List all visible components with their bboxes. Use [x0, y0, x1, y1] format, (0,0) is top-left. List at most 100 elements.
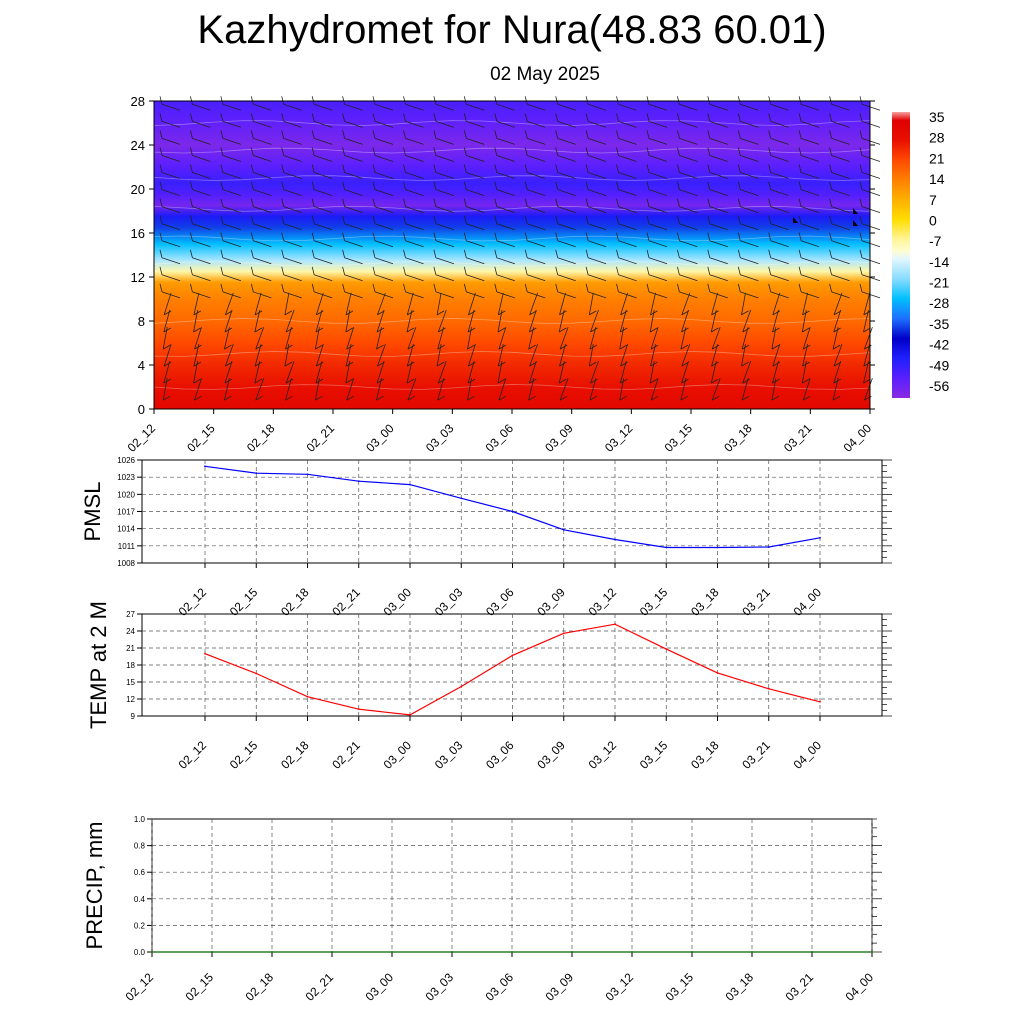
- wind-barb: [161, 291, 181, 299]
- wind-barb: [194, 326, 202, 350]
- wind-barb-feather: [737, 283, 741, 292]
- wind-barb: [344, 257, 363, 265]
- wind-barb: [681, 343, 691, 367]
- wind-barb: [161, 274, 181, 282]
- wind-barb-feather: [646, 147, 650, 156]
- wind-barb-feather: [585, 232, 589, 241]
- data-point: [631, 951, 633, 953]
- wind-barb-feather: [342, 232, 345, 241]
- wind-barb: [222, 291, 242, 299]
- wind-barb-feather: [707, 215, 711, 224]
- wind-pennant: [853, 208, 858, 214]
- wind-barb: [283, 206, 302, 213]
- wind-barb: [467, 309, 475, 333]
- y-tick-label: 15: [126, 678, 135, 687]
- wind-barb-feather: [220, 198, 224, 207]
- x-tick-label: 02_15: [183, 970, 217, 1004]
- wind-barb-feather: [433, 181, 437, 190]
- wind-barb-feather: [311, 96, 315, 105]
- wind-barb: [253, 138, 272, 145]
- wind-barb-feather: [494, 215, 498, 224]
- wind-barb-feather: [711, 361, 719, 367]
- wind-barb-feather: [163, 395, 171, 401]
- wind-barb: [557, 172, 576, 179]
- wind-barb: [283, 172, 302, 179]
- wind-barb-feather: [741, 344, 750, 350]
- wind-barb: [800, 189, 820, 196]
- wind-barb: [800, 172, 820, 179]
- wind-barb: [437, 309, 447, 333]
- wind-barb: [496, 257, 515, 265]
- wind-barb-feather: [619, 395, 627, 401]
- wind-barb: [557, 189, 576, 196]
- wind-barb: [619, 360, 627, 384]
- contour-line: [153, 384, 871, 390]
- wind-barb-feather: [345, 327, 353, 333]
- wind-barb-feather: [711, 310, 719, 316]
- wind-barb: [192, 240, 211, 248]
- wind-barb-feather: [497, 378, 506, 384]
- wind-barb: [376, 360, 385, 384]
- wind-barb: [801, 309, 807, 333]
- wind-barb-feather: [281, 147, 285, 156]
- y-tick-label: 27: [126, 610, 135, 619]
- wind-barb-feather: [803, 344, 811, 350]
- wind-barb-feather: [311, 283, 315, 292]
- wind-barb-feather: [494, 130, 498, 139]
- wind-barb-feather: [494, 164, 498, 173]
- y-tick-label: 20: [131, 182, 145, 197]
- wind-barb-feather: [555, 113, 559, 122]
- wind-barb: [589, 378, 597, 401]
- contour-line: [153, 318, 871, 324]
- wind-barb: [435, 206, 455, 213]
- wind-barb-feather: [284, 310, 293, 316]
- wind-barb-feather: [646, 130, 650, 139]
- wind-barb: [709, 223, 728, 231]
- wind-barb-feather: [463, 249, 467, 258]
- x-tick-label: 04_00: [843, 970, 877, 1004]
- wind-barb: [557, 155, 576, 162]
- wind-barb: [650, 378, 659, 401]
- wind-barb: [435, 274, 455, 282]
- wind-barb: [192, 155, 211, 162]
- wind-barb-feather: [798, 181, 802, 190]
- wind-barb-feather: [250, 215, 254, 224]
- wind-barb-feather: [737, 147, 741, 156]
- wind-barb: [861, 189, 881, 196]
- wind-barb-feather: [616, 249, 619, 258]
- wind-barb-feather: [190, 283, 193, 292]
- wind-barb-feather: [438, 327, 446, 333]
- wind-barb: [192, 257, 211, 265]
- wind-barb-feather: [159, 215, 163, 224]
- wind-barb-feather: [220, 232, 224, 241]
- wind-barb: [800, 257, 820, 265]
- wind-barb: [559, 292, 566, 316]
- wind-barb: [557, 138, 576, 145]
- wind-barb-feather: [376, 327, 385, 333]
- data-point: [511, 951, 513, 953]
- wind-barb-feather: [250, 181, 254, 190]
- wind-barb-feather: [433, 232, 437, 241]
- wind-barb-feather: [829, 232, 832, 241]
- wind-barb: [740, 103, 759, 111]
- wind-barb: [466, 291, 485, 299]
- page-subtitle: 02 May 2025: [490, 64, 600, 85]
- wind-barb-feather: [524, 130, 528, 139]
- wind-barb: [557, 121, 576, 128]
- wind-barb: [618, 189, 637, 196]
- data-point: [204, 465, 206, 468]
- wind-barb-feather: [433, 215, 437, 224]
- wind-barb-feather: [376, 378, 385, 384]
- wind-barb-feather: [555, 181, 559, 190]
- wind-barb: [283, 138, 302, 145]
- wind-barb-feather: [555, 147, 559, 156]
- x-tick-label: 03_12: [603, 970, 637, 1004]
- wind-barb: [344, 172, 363, 179]
- wind-barb: [741, 292, 746, 315]
- wind-barb-feather: [281, 113, 285, 122]
- wind-barb-feather: [802, 378, 810, 384]
- wind-barb: [224, 360, 233, 384]
- data-point: [357, 480, 360, 483]
- wind-barb: [863, 292, 871, 316]
- wind-barb: [192, 274, 211, 282]
